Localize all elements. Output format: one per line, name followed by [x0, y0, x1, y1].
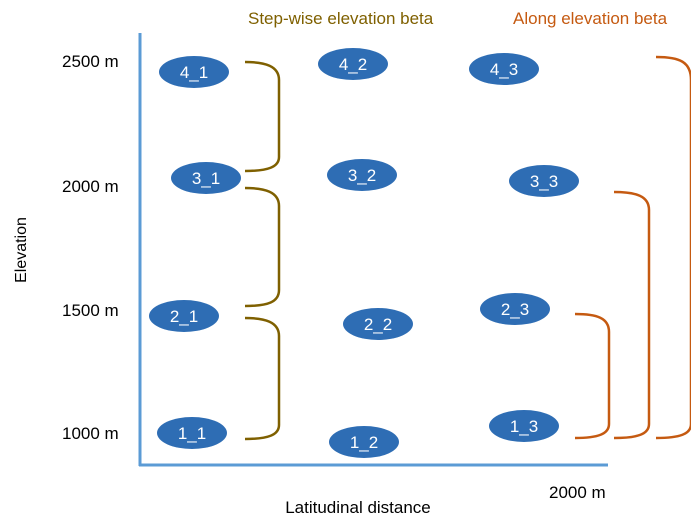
plot-1-3-label: 1_3 [510, 417, 538, 436]
plot-2-2-node: 2_2 [343, 308, 413, 340]
plot-2-3-node: 2_3 [480, 293, 550, 325]
y-tick-1000: 1000 m [62, 424, 119, 443]
plot-4-3-node: 4_3 [469, 53, 539, 85]
plot-3-2-label: 3_2 [348, 166, 376, 185]
plot-1-1-label: 1_1 [178, 424, 206, 443]
plot-1-2-label: 1_2 [350, 433, 378, 452]
y-tick-1500: 1500 m [62, 301, 119, 320]
plot-1-3-node: 1_3 [489, 410, 559, 442]
plot-3-3-label: 3_3 [530, 172, 558, 191]
step-wise-title: Step-wise elevation beta [248, 9, 434, 28]
along-bracket-2500 [655, 55, 691, 440]
x-axis-title: Latitudinal distance [285, 498, 431, 517]
y-tick-2000: 2000 m [62, 177, 119, 196]
along-bracket-1500 [574, 312, 611, 440]
plot-4-2-label: 4_2 [339, 55, 367, 74]
along-bracket-2000 [613, 190, 651, 440]
plot-3-3-node: 3_3 [509, 165, 579, 197]
plot-3-1-node: 3_1 [171, 162, 241, 194]
plot-3-1-label: 3_1 [192, 169, 220, 188]
y-axis-title: Elevation [13, 217, 30, 283]
plot-2-1-node: 2_1 [149, 300, 219, 332]
plot-2-3-label: 2_3 [501, 300, 529, 319]
step-wise-bracket-2-1 [244, 316, 281, 441]
step-wise-bracket-4-3 [244, 60, 281, 173]
x-tick-2000: 2000 m [549, 483, 606, 502]
plot-4-1-label: 4_1 [180, 63, 208, 82]
plot-4-2-node: 4_2 [318, 48, 388, 80]
plot-2-1-label: 2_1 [170, 307, 198, 326]
along-elevation-title: Along elevation beta [513, 9, 668, 28]
plot-1-1-node: 1_1 [157, 417, 227, 449]
step-wise-bracket-3-2 [244, 186, 281, 308]
y-tick-2500: 2500 m [62, 52, 119, 71]
plot-2-2-label: 2_2 [364, 315, 392, 334]
plot-1-2-node: 1_2 [329, 426, 399, 458]
plot-3-2-node: 3_2 [327, 159, 397, 191]
plot-4-1-node: 4_1 [159, 56, 229, 88]
plot-4-3-label: 4_3 [490, 60, 518, 79]
